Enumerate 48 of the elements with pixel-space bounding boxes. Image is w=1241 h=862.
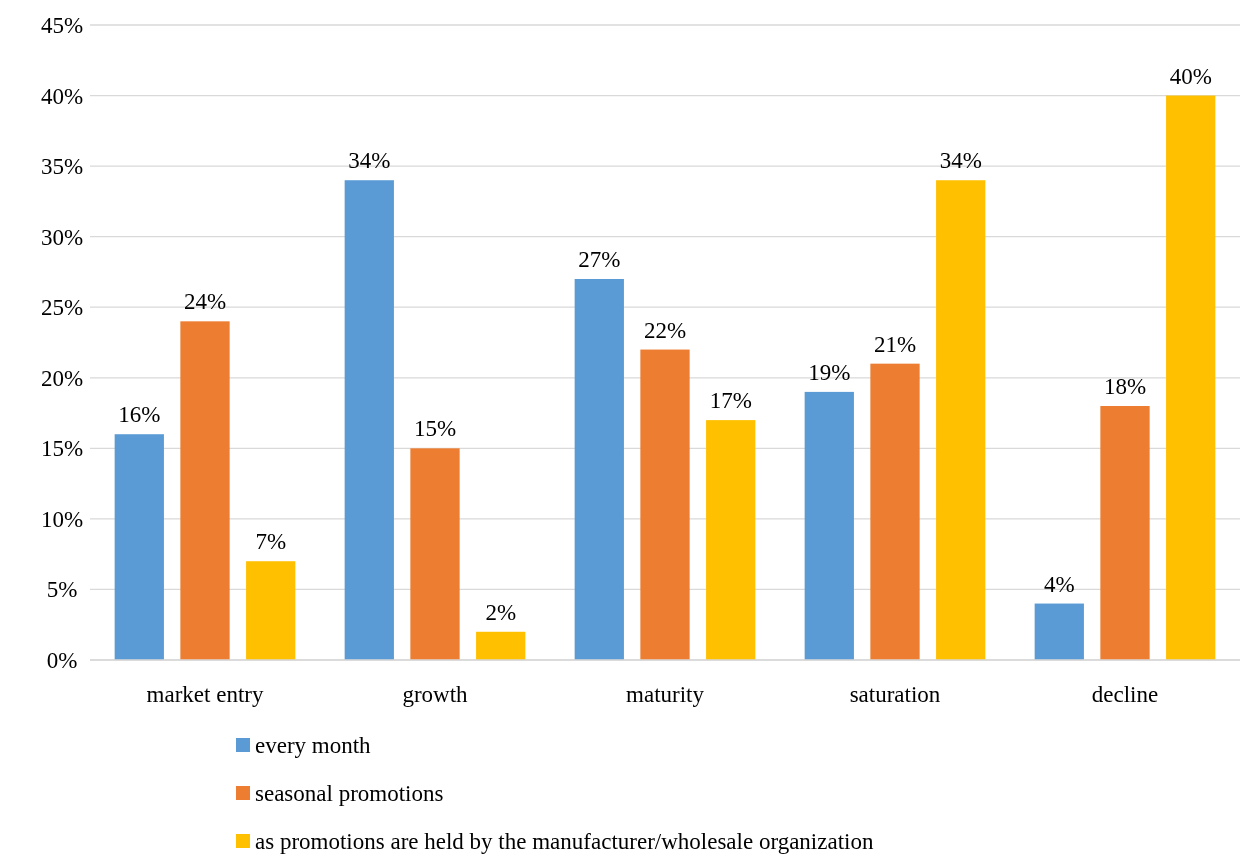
data-label: 21% (873, 331, 917, 357)
legend-label: as promotions are held by the manufacturer/wholesale organization (255, 829, 874, 855)
bar (706, 420, 756, 660)
bar (870, 363, 920, 660)
bar (1100, 406, 1150, 660)
x-tick-label: maturity (626, 682, 705, 707)
data-label: 27% (578, 247, 621, 272)
y-tick-label: 25% (40, 295, 84, 321)
bar (936, 180, 986, 660)
bar (246, 561, 296, 660)
data-label: 40% (1169, 63, 1212, 89)
x-tick-label: growth (402, 682, 469, 707)
bar (476, 631, 526, 660)
y-tick-label: 20% (40, 365, 84, 391)
y-tick-label: 5% (46, 577, 78, 603)
bar (180, 321, 230, 660)
data-label: 4% (1043, 571, 1075, 597)
bar (1166, 95, 1216, 660)
bar (640, 349, 690, 660)
data-label: 19% (808, 359, 851, 385)
y-tick-label: 35% (40, 154, 84, 180)
bar (574, 279, 624, 660)
y-tick-label: 15% (40, 436, 84, 462)
bar (1034, 603, 1084, 660)
data-label: 2% (485, 599, 517, 625)
y-tick-label: 45% (40, 13, 84, 39)
x-tick-label: market entry (146, 682, 264, 707)
data-label: 34% (348, 148, 391, 174)
data-label: 34% (939, 148, 982, 174)
data-label: 24% (183, 289, 227, 315)
y-tick-label: 0% (46, 648, 78, 674)
y-tick-label: 10% (40, 506, 84, 532)
data-label: 15% (413, 416, 457, 442)
legend-label: every month (255, 733, 372, 759)
legend-label: seasonal promotions (255, 781, 444, 807)
bar (410, 448, 460, 660)
data-label: 7% (255, 529, 287, 555)
y-tick-label: 40% (40, 83, 84, 109)
data-label: 18% (1103, 374, 1147, 399)
x-tick-label: decline (1091, 682, 1159, 707)
bar (804, 391, 854, 660)
data-label: 16% (118, 402, 161, 428)
data-label: 17% (709, 388, 752, 414)
bar (114, 434, 164, 660)
y-tick-label: 30% (40, 224, 84, 250)
x-tick-label: saturation (849, 682, 941, 707)
bar (344, 180, 394, 660)
data-label: 22% (643, 317, 687, 343)
